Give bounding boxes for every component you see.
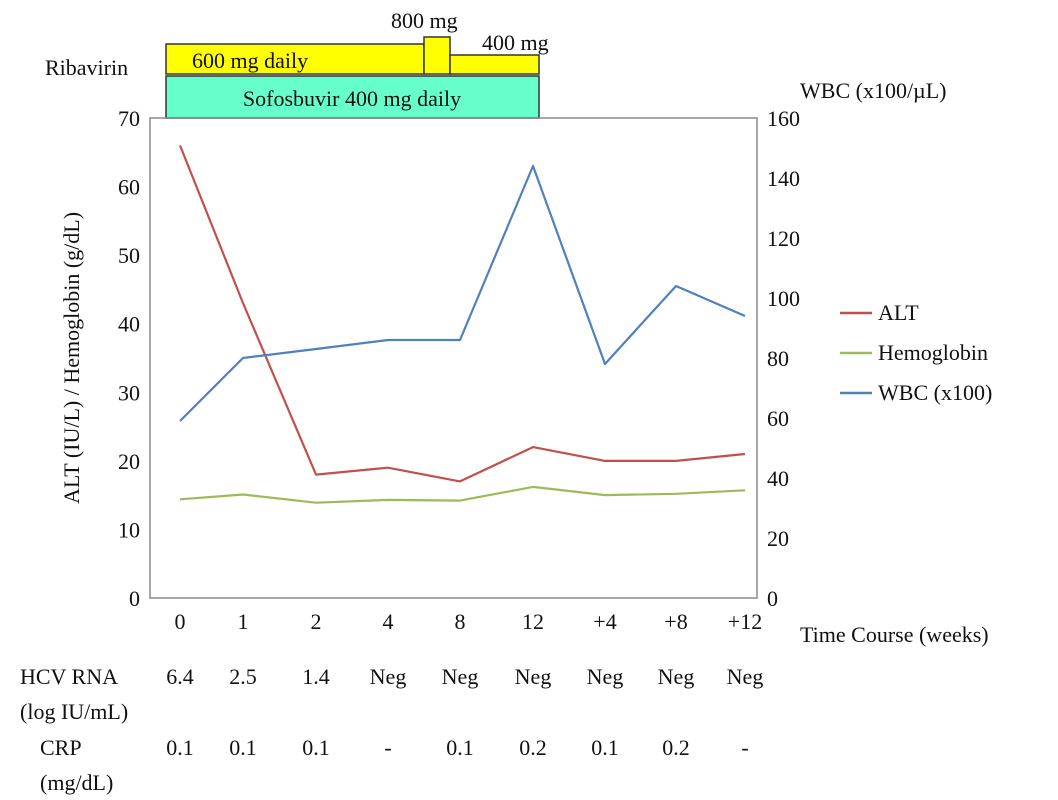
y2-tick-label: 0 <box>767 586 778 611</box>
ribavirin-800-label: 800 mg <box>391 8 458 33</box>
legend-label: WBC (x100) <box>878 380 992 405</box>
table-cell: - <box>384 735 391 760</box>
y-tick-label: 10 <box>118 517 140 542</box>
y-tick-label: 70 <box>118 106 140 131</box>
table-cell: 0.1 <box>166 735 194 760</box>
y-axis-label: ALT (IU/L) / Hemoglobin (g/dL) <box>59 212 84 504</box>
table-cell: 0.2 <box>662 735 690 760</box>
y-tick-label: 0 <box>129 586 140 611</box>
y-tick-label: 60 <box>118 175 140 200</box>
data-table: HCV RNA (log IU/mL) 6.4 2.5 1.4 Neg Neg Neg Neg N… <box>20 664 763 795</box>
y-tick-label: 20 <box>118 449 140 474</box>
y2-tick-label: 80 <box>767 346 789 371</box>
x-tick-label: 8 <box>455 609 466 634</box>
table-row-label: CRP <box>40 735 82 760</box>
table-cell: Neg <box>658 664 695 689</box>
ribavirin-600-label: 600 mg daily <box>192 48 308 73</box>
series-lines <box>178 144 746 504</box>
y2-tick-label: 40 <box>767 466 789 491</box>
y-axis-ticks: 0 10 20 30 40 50 60 70 <box>118 106 140 611</box>
x-tick-label: 12 <box>522 609 544 634</box>
y2-tick-label: 100 <box>767 286 800 311</box>
table-cell: 2.5 <box>229 664 257 689</box>
y-tick-label: 30 <box>118 380 140 405</box>
table-row-unit: (mg/dL) <box>40 770 113 795</box>
sofosbuvir-label: Sofosbuvir 400 mg daily <box>243 86 461 111</box>
ribavirin-400-label: 400 mg <box>482 30 549 55</box>
x-tick-label: +8 <box>664 609 687 634</box>
series-line-hemoglobin <box>179 485 746 504</box>
y2-tick-label: 60 <box>767 406 789 431</box>
table-cell: 0.2 <box>519 735 547 760</box>
y2-axis-ticks: 0 20 40 60 80 100 120 140 160 <box>767 106 800 611</box>
sofosbuvir-bar <box>165 75 540 119</box>
y2-tick-label: 160 <box>767 106 800 131</box>
table-cell: - <box>741 735 748 760</box>
y-tick-label: 50 <box>118 243 140 268</box>
x-axis-ticks: 0 1 2 4 8 12 +4 +8 +12 <box>175 609 763 634</box>
x-tick-label: +12 <box>728 609 762 634</box>
x-tick-label: 1 <box>238 609 249 634</box>
table-cell: 0.1 <box>591 735 619 760</box>
y2-tick-label: 20 <box>767 526 789 551</box>
legend-label: Hemoglobin <box>878 340 988 365</box>
table-cell: 6.4 <box>166 664 194 689</box>
table-cell: Neg <box>370 664 407 689</box>
y2-tick-label: 120 <box>767 226 800 251</box>
ribavirin-label: Ribavirin <box>45 55 128 80</box>
series-line-wbc-x100 <box>179 164 746 422</box>
series-line-alt <box>178 144 746 483</box>
y-tick-label: 40 <box>118 312 140 337</box>
table-cell: Neg <box>727 664 764 689</box>
legend-label: ALT <box>878 300 919 325</box>
table-cell: Neg <box>442 664 479 689</box>
table-cell: 1.4 <box>302 664 330 689</box>
table-cell: Neg <box>515 664 552 689</box>
x-tick-label: 0 <box>175 609 186 634</box>
table-row-label: HCV RNA <box>20 664 118 689</box>
x-tick-label: 4 <box>383 609 394 634</box>
table-cell: 0.1 <box>446 735 474 760</box>
ribavirin-800-bar <box>423 36 451 75</box>
y2-tick-label: 140 <box>767 166 800 191</box>
x-axis-label: Time Course (weeks) <box>800 622 989 647</box>
table-cell: 0.1 <box>302 735 330 760</box>
y2-axis-label: WBC (x100/µL) <box>800 78 947 103</box>
ribavirin-600-bar <box>165 43 425 75</box>
table-cell: Neg <box>587 664 624 689</box>
dosing-bars: Ribavirin 600 mg daily 800 mg 400 mg Sof… <box>45 8 549 119</box>
plot-frame <box>149 117 758 599</box>
x-tick-label: 2 <box>311 609 322 634</box>
table-cell: 0.1 <box>229 735 257 760</box>
table-row-unit: (log IU/mL) <box>20 699 128 724</box>
x-tick-label: +4 <box>593 609 616 634</box>
legend: ALT Hemoglobin WBC (x100) <box>840 300 992 405</box>
ribavirin-400-bar <box>449 54 540 75</box>
